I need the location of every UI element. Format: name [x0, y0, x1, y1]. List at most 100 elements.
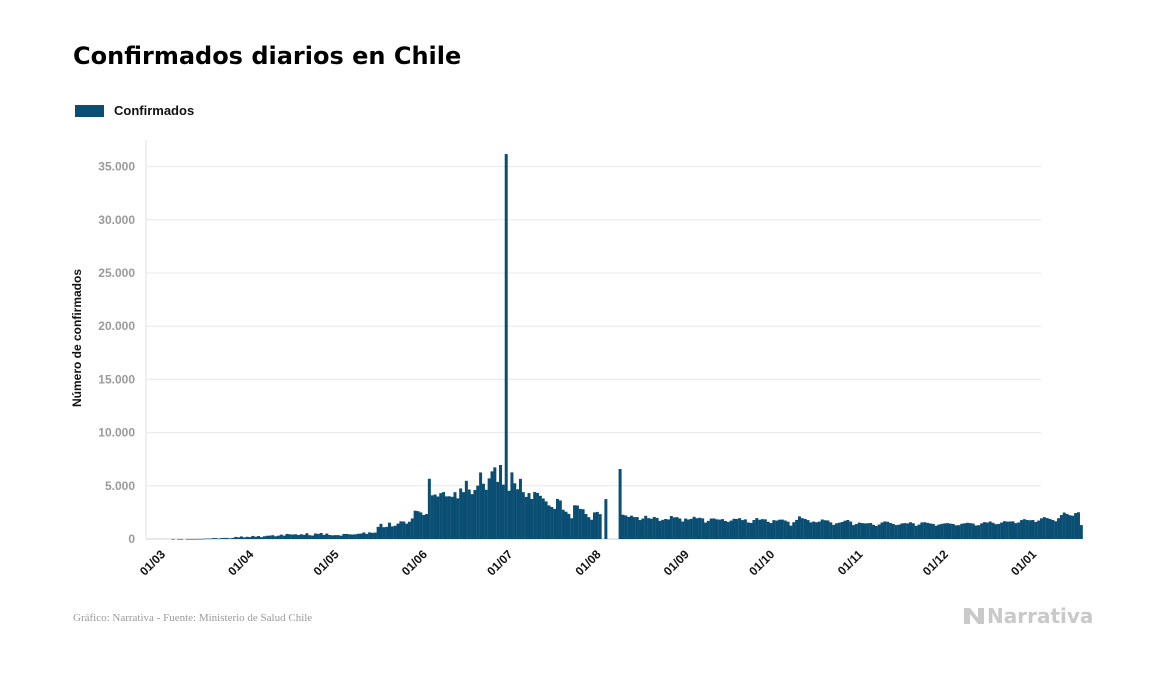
bar	[977, 525, 981, 539]
bar	[573, 505, 577, 539]
bar	[1034, 521, 1038, 539]
bar	[553, 508, 557, 539]
bar	[894, 525, 898, 539]
bar	[926, 522, 930, 539]
bar	[1051, 520, 1055, 539]
bar	[863, 523, 867, 539]
y-tick-label: 0	[128, 532, 135, 546]
bar	[746, 522, 750, 539]
bar	[840, 522, 844, 539]
bar	[393, 525, 397, 539]
bar	[456, 498, 460, 539]
bar	[797, 516, 801, 539]
bar	[738, 518, 742, 539]
bar	[499, 464, 503, 539]
bar	[778, 519, 782, 539]
bar	[376, 526, 380, 539]
bar	[527, 493, 531, 539]
bar	[638, 520, 642, 539]
x-tick-label: 01/05	[311, 547, 342, 578]
bar	[649, 518, 653, 539]
bar	[635, 517, 639, 539]
bar	[911, 523, 915, 539]
bar	[390, 526, 394, 539]
bar	[194, 538, 198, 540]
bar	[382, 527, 386, 539]
bar	[590, 519, 594, 539]
x-tick-label: 01/10	[746, 547, 777, 578]
bar	[1062, 512, 1066, 539]
bar	[647, 518, 651, 539]
bar	[279, 534, 283, 539]
bar	[820, 519, 824, 539]
bar	[331, 535, 335, 539]
bar	[345, 533, 349, 539]
bar	[712, 518, 716, 539]
bar	[333, 535, 337, 539]
bar	[960, 523, 964, 539]
bar	[214, 538, 218, 539]
bar	[385, 526, 389, 539]
bar	[951, 524, 955, 539]
bar	[368, 532, 372, 539]
bar	[365, 533, 369, 539]
bar	[1039, 518, 1043, 539]
x-tick-label: 01/03	[137, 547, 168, 578]
bar	[413, 510, 417, 539]
bar	[439, 493, 443, 539]
bar	[1022, 519, 1026, 539]
bar	[302, 534, 306, 539]
bar	[518, 478, 522, 539]
bar	[288, 534, 292, 539]
bar	[689, 518, 693, 539]
bar	[501, 484, 505, 539]
bar	[849, 521, 853, 539]
bar	[259, 537, 263, 539]
bar	[832, 524, 836, 539]
bar	[769, 523, 773, 539]
bar	[425, 514, 429, 539]
bar	[669, 516, 673, 539]
bar	[741, 520, 745, 539]
bar	[1002, 521, 1006, 539]
bar	[948, 523, 952, 539]
bar	[433, 494, 437, 539]
bar	[886, 521, 890, 539]
bar	[496, 481, 500, 539]
bar	[311, 535, 315, 539]
bar	[743, 519, 747, 539]
bar	[442, 492, 446, 539]
bar	[459, 488, 463, 539]
bar	[373, 532, 377, 539]
bar	[963, 523, 967, 539]
bar	[715, 519, 719, 539]
bar	[1079, 525, 1083, 539]
bar	[946, 523, 950, 539]
bar	[632, 517, 636, 539]
bar	[675, 517, 679, 539]
legend-label: Confirmados	[114, 103, 195, 118]
bar	[578, 508, 582, 539]
bar	[476, 485, 480, 539]
bar	[1074, 513, 1078, 539]
bar	[294, 534, 298, 539]
bar	[624, 515, 628, 539]
bar	[735, 519, 739, 539]
bar	[1057, 518, 1061, 539]
bar	[780, 519, 784, 539]
bar	[427, 478, 431, 539]
bar	[752, 520, 756, 539]
bar	[854, 523, 858, 539]
bar	[721, 519, 725, 539]
bar	[464, 480, 468, 539]
legend: Confirmados	[75, 103, 194, 118]
bar	[1031, 520, 1035, 539]
bar	[419, 512, 423, 539]
bar	[342, 533, 346, 539]
bar	[846, 519, 850, 539]
bar	[829, 522, 833, 539]
bar	[988, 521, 992, 539]
bar	[521, 492, 525, 539]
bar	[874, 525, 878, 539]
bar	[701, 518, 705, 539]
